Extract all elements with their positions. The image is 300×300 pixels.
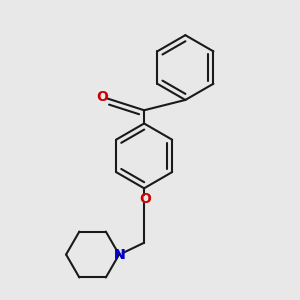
Text: O: O [140,192,152,206]
Text: N: N [113,248,125,262]
Text: O: O [96,90,108,104]
Text: N: N [113,248,125,262]
